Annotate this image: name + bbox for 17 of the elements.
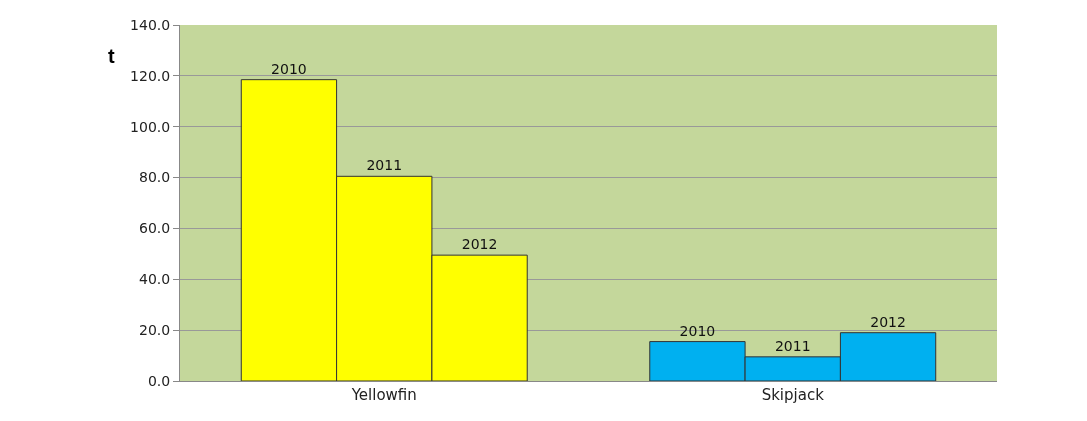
y-tick-label: 100.0 xyxy=(130,118,171,135)
x-tick-label: Skipjack xyxy=(761,386,825,404)
x-tick-label: Yellowfin xyxy=(350,386,417,404)
series-label: 2010 xyxy=(271,60,307,77)
series-label: 2012 xyxy=(461,236,498,253)
y-tick-label: 80.0 xyxy=(139,169,171,186)
series-label: 2011 xyxy=(366,157,403,174)
y-tick-label: 20.0 xyxy=(139,322,171,339)
y-tick-label: 40.0 xyxy=(139,271,171,288)
y-tick-label: 0.0 xyxy=(147,372,171,389)
text: 2012 xyxy=(870,313,906,330)
y-tick-label: 140.0 xyxy=(130,16,171,33)
y-tick-label: 120.0 xyxy=(130,67,171,84)
y-tick-label: 60.0 xyxy=(139,220,171,237)
text: 2011 xyxy=(774,337,811,354)
text: 2010 xyxy=(679,322,716,339)
y-axis-title: t xyxy=(108,45,115,67)
